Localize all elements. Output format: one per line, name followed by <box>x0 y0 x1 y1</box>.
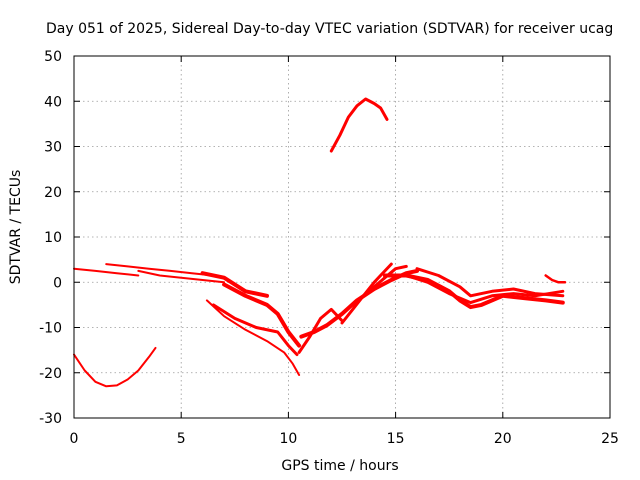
y-tick-label: -30 <box>39 411 62 427</box>
series-arc-5 <box>73 346 157 388</box>
y-tick-label: -20 <box>39 366 62 382</box>
series-arc-3 <box>137 269 226 284</box>
series-arc-14 <box>404 274 565 305</box>
series-arc-10 <box>299 268 419 339</box>
series-arc-11 <box>340 262 393 325</box>
data-series <box>73 97 567 388</box>
y-tick-label: 20 <box>44 185 62 201</box>
series-arc-12 <box>351 264 408 307</box>
series-arc-2 <box>105 263 215 277</box>
x-tick-label: 15 <box>387 431 405 447</box>
series-arc-7 <box>211 303 299 357</box>
x-tick-label: 10 <box>279 431 297 447</box>
grid <box>74 56 610 418</box>
y-tick-label: -10 <box>39 321 62 337</box>
series-arc-6 <box>205 299 301 376</box>
x-tick-label: 0 <box>70 431 79 447</box>
y-tick-label: 40 <box>44 94 62 110</box>
series-arc-16 <box>544 274 567 284</box>
x-tick-labels: 0 5 10 15 20 25 <box>70 431 619 447</box>
x-tick-label: 5 <box>177 431 186 447</box>
series-arc-4 <box>200 271 269 298</box>
x-tick-label: 20 <box>494 431 512 447</box>
chart-title: Day 051 of 2025, Sidereal Day-to-day VTE… <box>46 21 613 37</box>
y-tick-label: 50 <box>44 49 62 65</box>
series-arc-17 <box>329 97 389 153</box>
y-tick-labels: -30 -20 -10 0 10 20 30 40 50 <box>39 49 62 427</box>
y-axis-label: SDTVAR / TECUs <box>8 170 24 285</box>
series-arc-1 <box>73 267 140 277</box>
series-arc-15 <box>415 267 565 298</box>
y-tick-label: 10 <box>44 230 62 246</box>
series-arc-8 <box>222 282 302 348</box>
y-tick-label: 30 <box>44 140 62 156</box>
series-arc-9 <box>297 307 344 354</box>
axis-ticks <box>73 55 611 419</box>
x-tick-label: 25 <box>601 431 619 447</box>
y-tick-label: 0 <box>53 275 62 291</box>
x-axis-label: GPS time / hours <box>281 458 398 474</box>
